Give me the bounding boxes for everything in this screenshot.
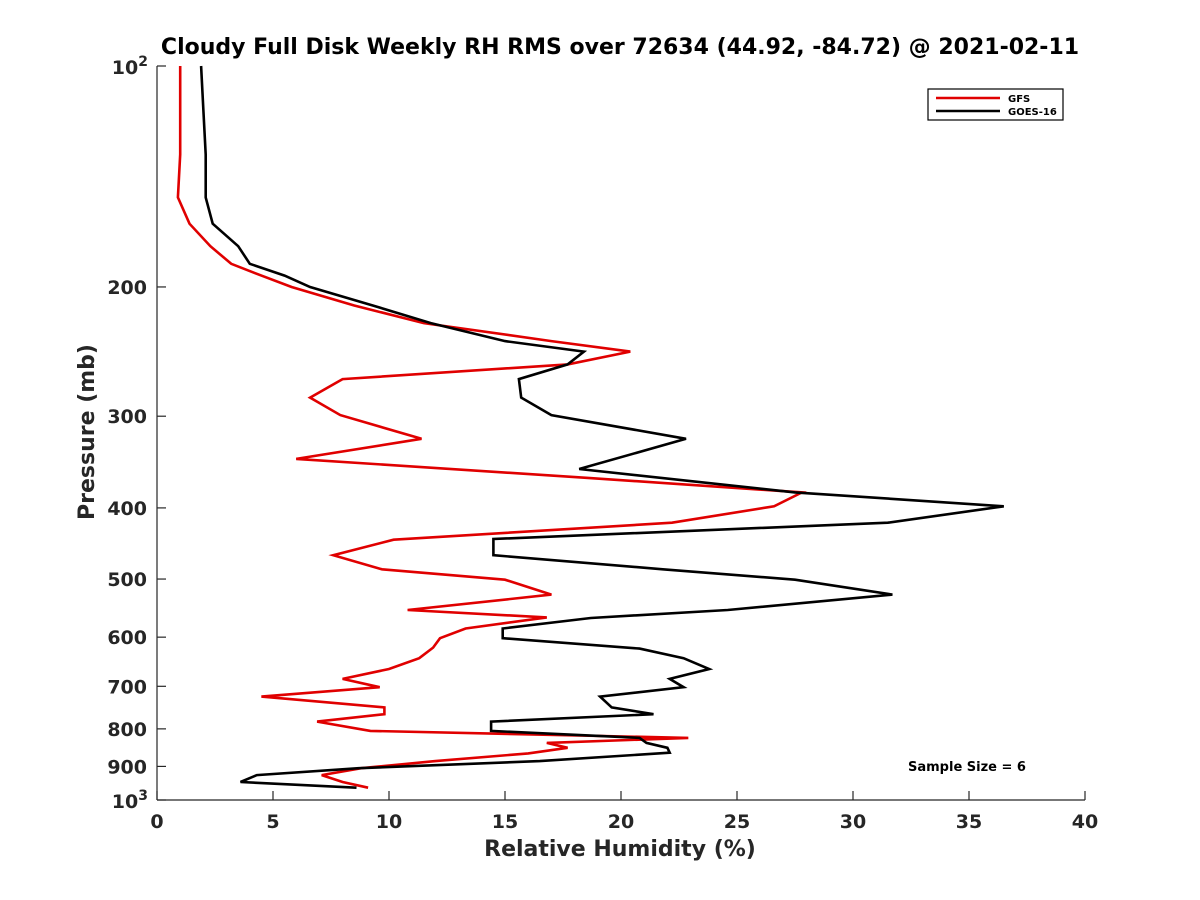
sample-size-annotation: Sample Size = 6 bbox=[908, 760, 1026, 775]
y-tick-label: 600 bbox=[107, 627, 147, 649]
x-tick-label: 35 bbox=[956, 811, 982, 833]
x-tick-label: 10 bbox=[376, 811, 402, 833]
y-tick-label: 500 bbox=[107, 569, 147, 591]
x-tick-label: 0 bbox=[150, 811, 163, 833]
x-tick-label: 20 bbox=[608, 811, 634, 833]
series-line-goes-16 bbox=[199, 65, 1004, 789]
y-tick-label: 103 bbox=[112, 788, 148, 813]
x-axis-label: Relative Humidity (%) bbox=[484, 837, 756, 862]
y-tick-label: 300 bbox=[107, 406, 147, 428]
y-axis-label: Pressure (mb) bbox=[75, 344, 100, 520]
y-tick-label: 700 bbox=[107, 676, 147, 698]
legend-label-goes-16: GOES-16 bbox=[1008, 107, 1057, 118]
legend-label-gfs: GFS bbox=[1008, 94, 1030, 105]
chart-title: Cloudy Full Disk Weekly RH RMS over 7263… bbox=[161, 35, 1079, 60]
y-tick-label: 800 bbox=[107, 719, 147, 741]
y-tick-label: 400 bbox=[107, 498, 147, 520]
x-tick-label: 5 bbox=[266, 811, 279, 833]
plot-area: 0 5 10 15 20 25 30 35 40 102 200 300 400 500 600 700 800… bbox=[107, 54, 1098, 833]
x-tick-label: 40 bbox=[1072, 811, 1098, 833]
series-line-gfs bbox=[176, 66, 807, 789]
x-tick-label: 25 bbox=[724, 811, 750, 833]
y-tick-label: 900 bbox=[107, 756, 147, 778]
y-tick-label: 200 bbox=[107, 277, 147, 299]
legend-box bbox=[927, 88, 1064, 121]
legend: GFS GOES-16 bbox=[927, 88, 1064, 121]
x-tick-label: 15 bbox=[492, 811, 518, 833]
x-tick-label: 30 bbox=[840, 811, 866, 833]
y-tick-label: 102 bbox=[112, 54, 148, 79]
